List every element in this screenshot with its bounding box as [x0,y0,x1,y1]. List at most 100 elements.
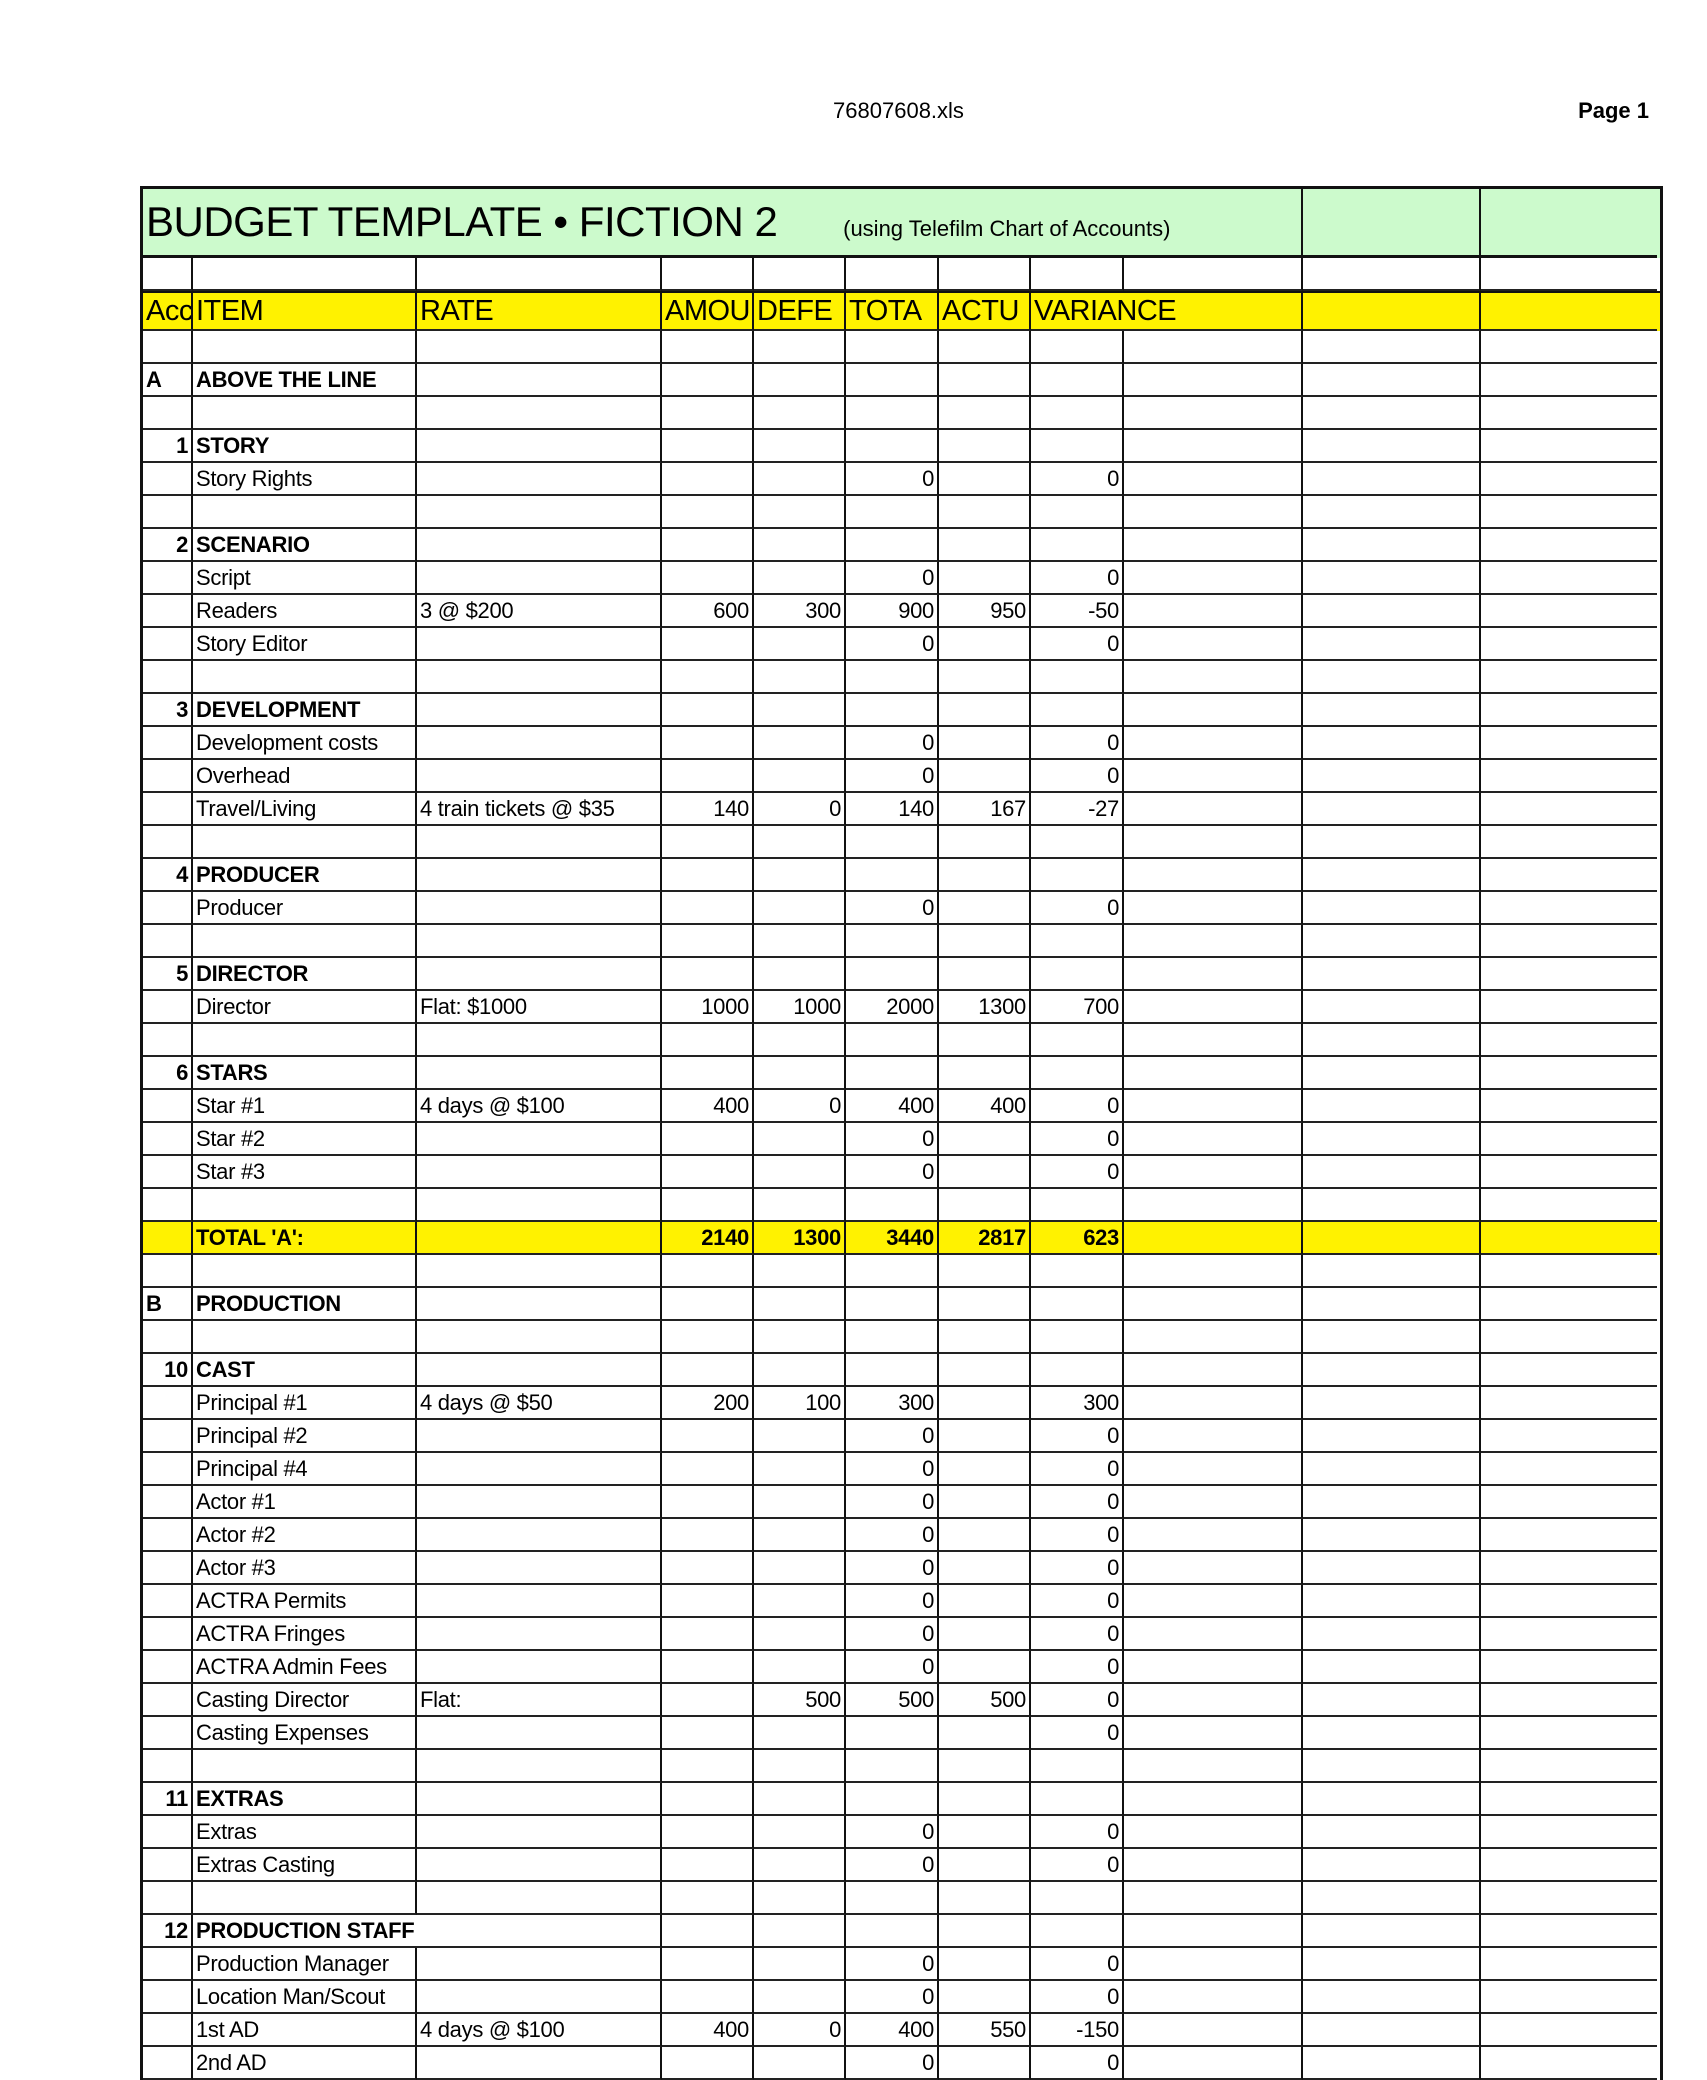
cell-variance[interactable]: 0 [1031,1090,1124,1123]
cell[interactable] [1124,529,1303,562]
cell-variance[interactable] [1031,1024,1124,1057]
cell-rate[interactable]: 4 days @ $100 [417,1090,662,1123]
cell-item[interactable]: Actor #2 [193,1519,417,1552]
cell-item[interactable]: Casting Director [193,1684,417,1717]
cell-variance[interactable] [1031,430,1124,463]
cell-rate[interactable] [417,1585,662,1618]
cell-amount[interactable]: 140 [662,793,754,826]
cell-rate[interactable] [417,496,662,529]
cell-item[interactable]: Extras [193,1816,417,1849]
cell-amount[interactable] [662,925,754,958]
cell-variance[interactable]: 0 [1031,1156,1124,1189]
cell[interactable] [1481,1024,1657,1057]
cell[interactable] [1481,1915,1657,1948]
cell[interactable] [1481,1420,1657,1453]
cell-total[interactable]: 0 [846,1618,939,1651]
cell[interactable] [1124,397,1303,430]
cell-rate[interactable] [417,1552,662,1585]
cell[interactable] [1303,694,1481,727]
cell[interactable] [939,258,1031,291]
cell[interactable] [1303,1321,1481,1354]
cell-item[interactable] [193,661,417,694]
cell-variance[interactable]: 0 [1031,1651,1124,1684]
cell-total[interactable]: 2000 [846,991,939,1024]
cell-acct[interactable] [143,2047,193,2080]
cell-deferred[interactable] [754,1981,846,2014]
cell-actual[interactable]: 1300 [939,991,1031,1024]
cell-amount[interactable] [662,661,754,694]
cell-total[interactable]: 0 [846,1948,939,1981]
cell-total[interactable] [846,364,939,397]
cell-variance[interactable] [1031,1750,1124,1783]
cell-rate[interactable] [417,1057,662,1090]
cell[interactable] [1124,628,1303,661]
cell[interactable] [1481,1651,1657,1684]
cell-item[interactable]: 2nd AD [193,2047,417,2080]
cell-acct[interactable]: B [143,1288,193,1321]
cell-total[interactable]: 0 [846,1156,939,1189]
cell-acct[interactable] [143,1750,193,1783]
cell-actual[interactable] [939,463,1031,496]
cell[interactable] [1481,397,1657,430]
cell-variance[interactable]: 0 [1031,1948,1124,1981]
cell[interactable] [1303,892,1481,925]
cell[interactable] [1124,595,1303,628]
cell-variance[interactable]: -27 [1031,793,1124,826]
cell-rate[interactable]: 4 days @ $100 [417,2014,662,2047]
cell[interactable] [1124,1024,1303,1057]
cell-actual[interactable] [939,1024,1031,1057]
cell-rate[interactable] [417,1915,662,1948]
header-rate[interactable]: RATE [417,293,662,331]
cell[interactable] [1124,1255,1303,1288]
cell-item[interactable]: SCENARIO [193,529,417,562]
cell-actual[interactable] [939,1651,1031,1684]
cell[interactable] [1481,1816,1657,1849]
cell-actual[interactable] [939,1849,1031,1882]
cell-acct[interactable] [143,991,193,1024]
cell-total[interactable] [846,1321,939,1354]
cell[interactable] [1303,1222,1481,1255]
cell[interactable] [1303,1750,1481,1783]
cell[interactable] [1303,189,1481,258]
cell[interactable] [1124,760,1303,793]
cell-rate[interactable] [417,1222,662,1255]
cell-item[interactable]: Overhead [193,760,417,793]
cell-acct[interactable] [143,397,193,430]
cell-item[interactable]: STORY [193,430,417,463]
cell[interactable] [1303,430,1481,463]
cell[interactable] [1124,925,1303,958]
cell-actual[interactable] [939,1717,1031,1750]
cell[interactable] [1481,463,1657,496]
cell[interactable] [1481,1387,1657,1420]
cell-total[interactable] [846,1024,939,1057]
cell-rate[interactable] [417,1750,662,1783]
cell-actual[interactable] [939,1453,1031,1486]
cell-acct[interactable]: 3 [143,694,193,727]
cell[interactable] [1303,1387,1481,1420]
cell-variance[interactable] [1031,826,1124,859]
cell-acct[interactable] [143,925,193,958]
cell-variance[interactable]: 623 [1031,1222,1124,1255]
cell-deferred[interactable] [754,1948,846,1981]
cell-actual[interactable] [939,661,1031,694]
cell[interactable] [846,258,939,291]
cell[interactable] [1303,1123,1481,1156]
cell-deferred[interactable] [754,430,846,463]
cell-deferred[interactable] [754,1519,846,1552]
cell-variance[interactable]: 0 [1031,1585,1124,1618]
cell-actual[interactable] [939,1057,1031,1090]
cell[interactable] [1303,1519,1481,1552]
cell[interactable] [143,258,193,291]
cell[interactable] [1124,958,1303,991]
cell[interactable] [1481,364,1657,397]
cell[interactable] [1303,1981,1481,2014]
cell-variance[interactable] [1031,496,1124,529]
cell[interactable] [1481,1288,1657,1321]
cell[interactable] [1303,529,1481,562]
cell-acct[interactable]: 1 [143,430,193,463]
cell-variance[interactable] [1031,1057,1124,1090]
cell-deferred[interactable] [754,1585,846,1618]
cell-acct[interactable] [143,1816,193,1849]
cell-acct[interactable]: 2 [143,529,193,562]
cell[interactable] [1303,661,1481,694]
